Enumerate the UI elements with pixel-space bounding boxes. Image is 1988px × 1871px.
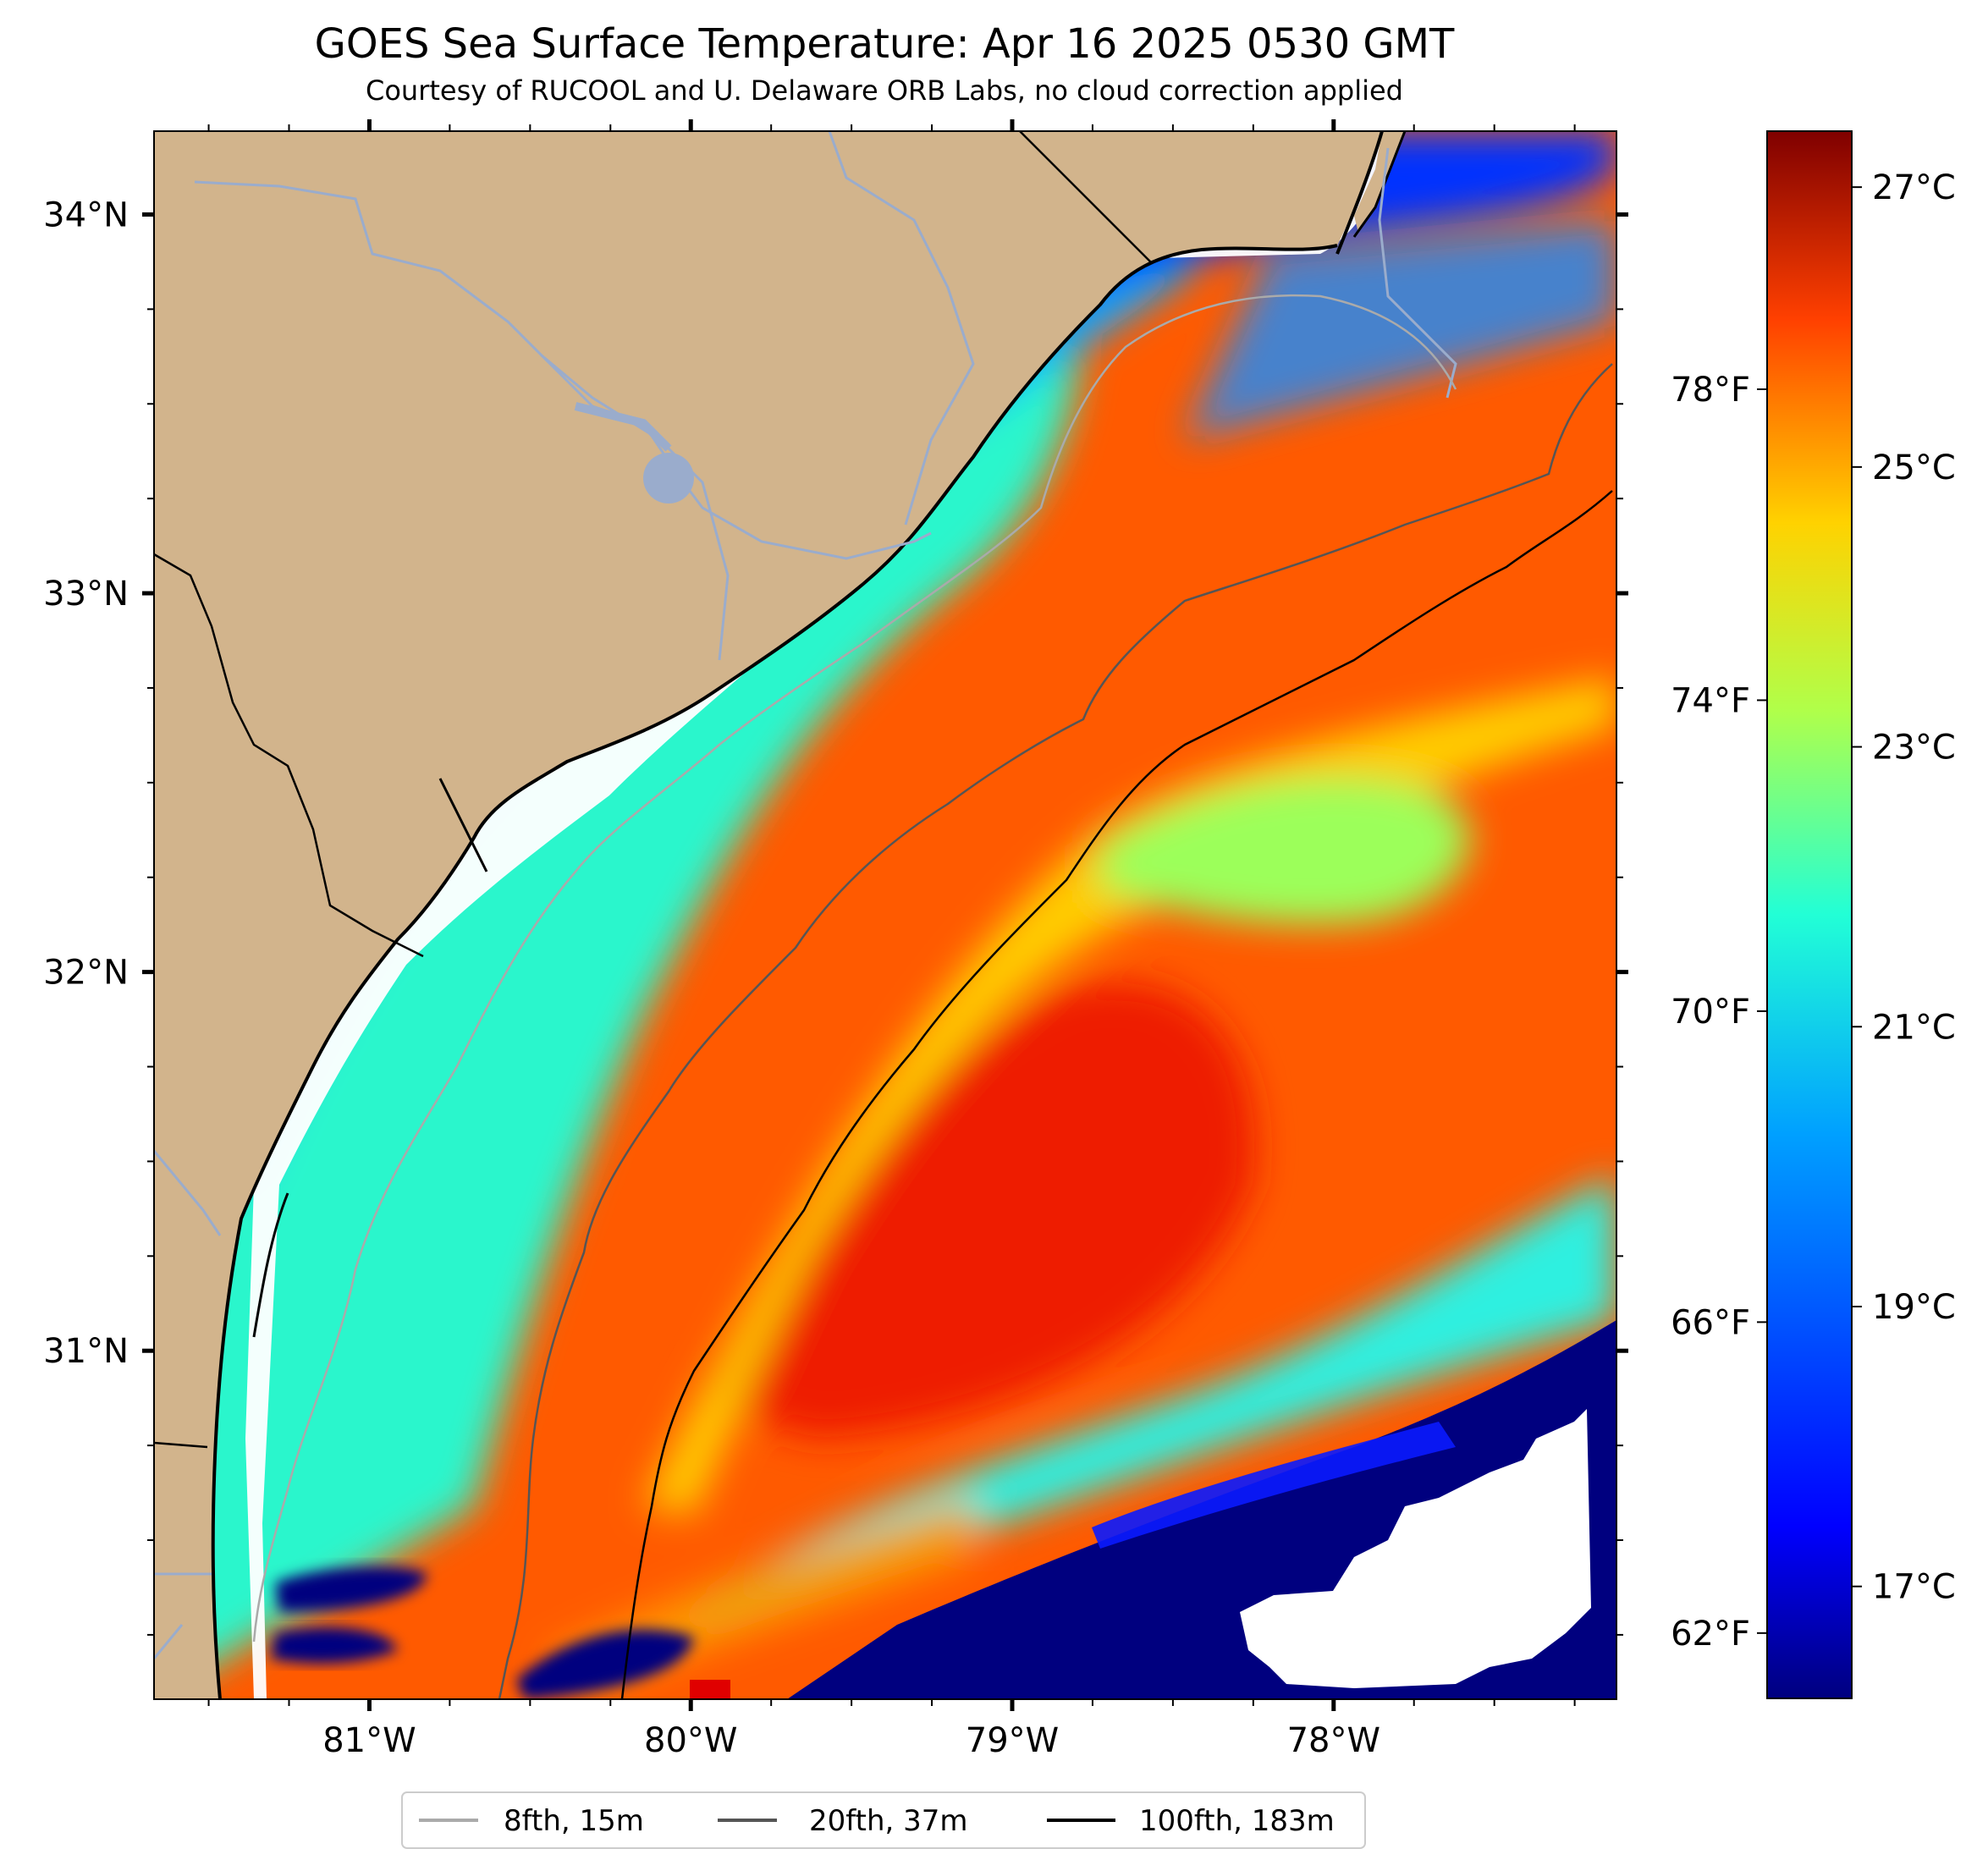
celsius-tick-label: 27°C: [1872, 168, 1956, 207]
celsius-tick-label: 21°C: [1872, 1008, 1956, 1047]
colorbar-gradient: [1767, 131, 1852, 1698]
colorbar: 27°C 25°C 23°C 21°C 19°C 17°C 78°F 74°F …: [1671, 130, 1956, 1699]
no-data-region: [1240, 1409, 1591, 1688]
isobath-20fth: [498, 363, 1613, 1699]
lat-tick-label: 34°N: [43, 195, 129, 234]
fahrenheit-tick-label: 66°F: [1671, 1303, 1750, 1342]
fahrenheit-tick-label: 78°F: [1671, 371, 1750, 410]
coastline: [211, 244, 1338, 1699]
colorbar-fahrenheit-ticks: 78°F 74°F 70°F 66°F 62°F: [1671, 371, 1750, 1654]
legend-label-20fth: 20fth, 37m: [809, 1804, 968, 1838]
map-frame: [153, 130, 1617, 1700]
celsius-tick-label: 17°C: [1872, 1568, 1956, 1607]
celsius-tick-label: 23°C: [1872, 729, 1956, 768]
fahrenheit-tick-label: 70°F: [1671, 993, 1750, 1032]
lon-tick-label: 78°W: [1287, 1721, 1380, 1760]
colorbar-frame: [1766, 130, 1853, 1699]
longitude-tick-labels: 81°W 80°W 79°W 78°W: [322, 1721, 1380, 1760]
latitude-tick-labels: 34°N 33°N 32°N 31°N: [43, 195, 129, 1371]
lat-tick-label: 32°N: [43, 954, 129, 993]
legend-box: [401, 1791, 1366, 1849]
map-subtitle: Courtesy of RUCOOL and U. Delaware ORB L…: [366, 74, 1403, 107]
lon-tick-label: 80°W: [644, 1721, 737, 1760]
celsius-tick-label: 25°C: [1872, 448, 1956, 487]
lat-tick-label: 31°N: [43, 1332, 129, 1371]
fahrenheit-tick-label: 74°F: [1671, 681, 1750, 720]
isobaths: [252, 294, 1613, 1699]
colorbar-tick-marks: [1757, 186, 1862, 1634]
isobath-100fth: [620, 490, 1613, 1699]
fahrenheit-tick-label: 62°F: [1671, 1615, 1750, 1654]
legend: 8fth, 15m 20fth, 37m 100fth, 183m: [401, 1791, 1366, 1849]
tick-marks: [142, 119, 1628, 1711]
state-boundary: [1019, 131, 1152, 263]
isobath-8fth: [252, 294, 1457, 1643]
lon-tick-label: 81°W: [322, 1721, 416, 1760]
legend-label-100fth: 100fth, 183m: [1139, 1804, 1335, 1838]
land: [154, 131, 1382, 1699]
legend-label-8fth: 8fth, 15m: [504, 1804, 644, 1838]
celsius-tick-label: 19°C: [1872, 1288, 1956, 1327]
map-axes: 81°W 80°W 79°W 78°W 34°N 33°N 32°N 31°N: [43, 119, 1628, 1760]
map-title: GOES Sea Surface Temperature: Apr 16 202…: [315, 20, 1455, 68]
colorbar-celsius-ticks: 27°C 25°C 23°C 21°C 19°C 17°C: [1872, 168, 1956, 1607]
hot-pixel-patch: [690, 1680, 730, 1699]
lon-tick-label: 79°W: [966, 1721, 1059, 1760]
lat-tick-label: 33°N: [43, 575, 129, 614]
map-area: [154, 131, 1616, 1699]
